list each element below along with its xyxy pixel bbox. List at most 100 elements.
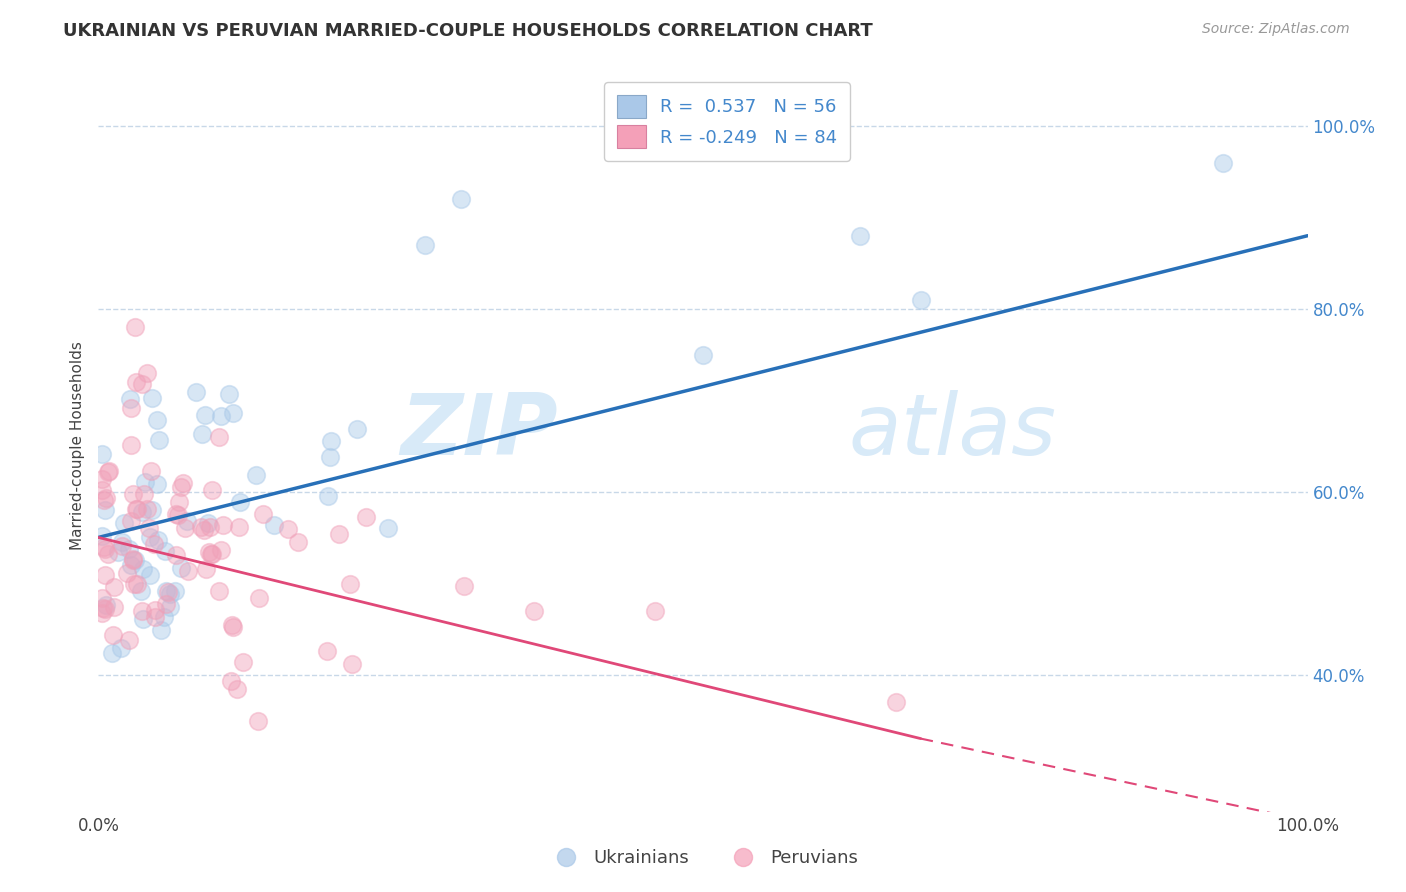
Point: [201, 483, 224, 498]
Point: [91, 591, 114, 606]
Point: [94, 502, 117, 516]
Point: [319, 450, 342, 465]
Point: [197, 516, 219, 530]
Point: [229, 495, 252, 509]
Point: [97, 465, 120, 479]
Point: [208, 583, 231, 598]
Point: [91, 447, 114, 461]
Point: [167, 508, 190, 522]
Point: [316, 644, 339, 658]
Point: [209, 409, 232, 423]
Point: [103, 580, 125, 594]
Point: [174, 521, 197, 535]
Point: [184, 384, 207, 399]
Text: UKRAINIAN VS PERUVIAN MARRIED-COUPLE HOUSEHOLDS CORRELATION CHART: UKRAINIAN VS PERUVIAN MARRIED-COUPLE HOU…: [63, 22, 873, 40]
Point: [176, 514, 198, 528]
Point: [159, 600, 181, 615]
Point: [118, 392, 141, 406]
Point: [287, 535, 309, 549]
Point: [94, 541, 117, 556]
Point: [139, 464, 162, 478]
Point: [125, 577, 148, 591]
Point: [121, 487, 143, 501]
Point: [134, 475, 156, 489]
Point: [145, 477, 167, 491]
Point: [143, 609, 166, 624]
Point: [354, 510, 377, 524]
Point: [249, 591, 271, 605]
Point: [277, 522, 299, 536]
Point: [194, 562, 217, 576]
Point: [134, 487, 156, 501]
Point: [191, 426, 214, 441]
Point: [91, 607, 114, 621]
Point: [523, 604, 546, 618]
Point: [93, 493, 115, 508]
Point: [131, 505, 153, 519]
Point: [339, 577, 361, 591]
Point: [131, 377, 153, 392]
Point: [136, 502, 159, 516]
Point: [142, 537, 165, 551]
Y-axis label: Married-couple Households: Married-couple Households: [70, 342, 86, 550]
Point: [209, 542, 232, 557]
Point: [219, 673, 242, 688]
Point: [346, 422, 368, 436]
Point: [228, 520, 250, 534]
Point: [453, 579, 475, 593]
Point: [316, 489, 339, 503]
Point: [93, 567, 115, 582]
Point: [193, 523, 215, 537]
Point: [263, 517, 285, 532]
Point: [169, 560, 191, 574]
Point: [129, 583, 152, 598]
Point: [125, 501, 148, 516]
Point: [450, 192, 472, 206]
Text: atlas: atlas: [848, 390, 1056, 473]
Point: [139, 530, 162, 544]
Point: [97, 464, 120, 478]
Point: [208, 429, 231, 443]
Point: [91, 528, 114, 542]
Point: [135, 366, 157, 380]
Point: [177, 564, 200, 578]
Point: [120, 514, 142, 528]
Point: [218, 387, 240, 401]
Text: ZIP: ZIP: [401, 390, 558, 473]
Point: [165, 549, 187, 563]
Point: [139, 567, 162, 582]
Point: [155, 544, 177, 558]
Point: [886, 695, 908, 709]
Point: [120, 558, 142, 573]
Point: [125, 502, 148, 516]
Point: [122, 551, 145, 566]
Point: [340, 657, 363, 671]
Point: [200, 547, 222, 561]
Point: [152, 610, 174, 624]
Point: [201, 547, 224, 561]
Legend: Ukrainians, Peruvians: Ukrainians, Peruvians: [541, 842, 865, 874]
Point: [155, 583, 177, 598]
Point: [170, 480, 193, 494]
Point: [143, 603, 166, 617]
Point: [91, 472, 114, 486]
Point: [165, 507, 187, 521]
Point: [124, 552, 146, 566]
Point: [120, 401, 142, 415]
Text: Source: ZipAtlas.com: Source: ZipAtlas.com: [1202, 22, 1350, 37]
Point: [148, 433, 170, 447]
Point: [212, 518, 235, 533]
Point: [226, 681, 249, 696]
Point: [138, 521, 160, 535]
Point: [110, 640, 132, 655]
Point: [155, 598, 177, 612]
Point: [141, 391, 163, 405]
Point: [131, 604, 153, 618]
Point: [101, 628, 124, 642]
Point: [194, 408, 217, 422]
Point: [246, 714, 269, 728]
Point: [198, 519, 221, 533]
Point: [93, 602, 115, 616]
Point: [120, 438, 142, 452]
Point: [692, 348, 714, 362]
